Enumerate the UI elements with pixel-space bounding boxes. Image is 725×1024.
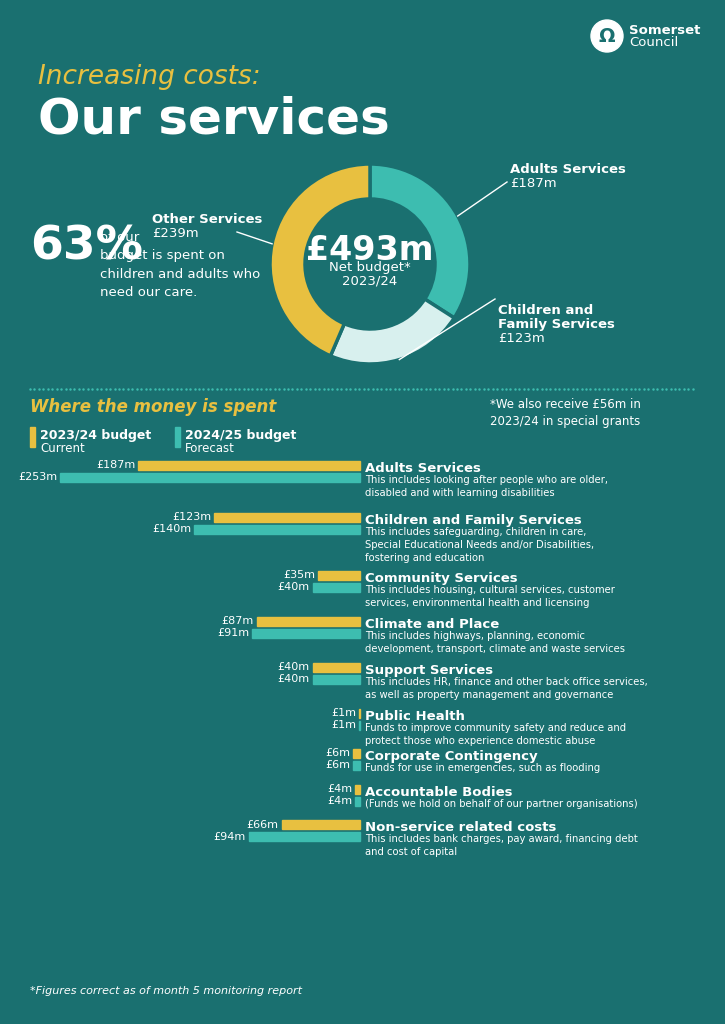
- Circle shape: [591, 20, 623, 52]
- Text: Where the money is spent: Where the money is spent: [30, 398, 276, 416]
- Text: £187m: £187m: [510, 177, 557, 190]
- Text: £40m: £40m: [278, 663, 310, 673]
- Text: Adults Services: Adults Services: [365, 462, 481, 475]
- Text: Accountable Bodies: Accountable Bodies: [365, 786, 513, 799]
- Text: £1m: £1m: [331, 721, 356, 730]
- Wedge shape: [331, 299, 455, 364]
- Text: Other Services: Other Services: [152, 213, 262, 226]
- Text: This includes bank charges, pay award, financing debt
and cost of capital: This includes bank charges, pay award, f…: [365, 834, 638, 857]
- Text: £40m: £40m: [278, 675, 310, 684]
- Bar: [312, 675, 360, 684]
- Text: This includes HR, finance and other back office services,
as well as property ma: This includes HR, finance and other back…: [365, 677, 647, 699]
- Text: £4m: £4m: [327, 797, 352, 807]
- Wedge shape: [370, 164, 470, 317]
- Text: Children and: Children and: [498, 304, 593, 317]
- Text: £35m: £35m: [283, 570, 315, 581]
- Bar: [257, 617, 360, 626]
- Text: £6m: £6m: [325, 749, 350, 759]
- Text: £123m: £123m: [498, 332, 544, 345]
- Text: Public Health: Public Health: [365, 710, 465, 723]
- Text: Council: Council: [629, 37, 679, 49]
- Bar: [355, 785, 360, 794]
- Text: 2023/24 budget: 2023/24 budget: [40, 429, 152, 442]
- Bar: [318, 571, 360, 580]
- Bar: [30, 427, 35, 447]
- Text: 63%: 63%: [30, 224, 143, 269]
- Bar: [60, 473, 360, 482]
- Text: Current: Current: [40, 442, 85, 455]
- Text: 2023/24: 2023/24: [342, 274, 397, 288]
- Text: £87m: £87m: [222, 616, 254, 627]
- Text: £187m: £187m: [96, 461, 136, 470]
- Text: £239m: £239m: [152, 227, 199, 240]
- Bar: [312, 583, 360, 592]
- Text: Family Services: Family Services: [498, 318, 615, 331]
- Text: *Figures correct as of month 5 monitoring report: *Figures correct as of month 5 monitorin…: [30, 986, 302, 996]
- Bar: [214, 513, 360, 522]
- Text: (Funds we hold on behalf of our partner organisations): (Funds we hold on behalf of our partner …: [365, 799, 637, 809]
- Text: Support Services: Support Services: [365, 664, 493, 677]
- Text: £91m: £91m: [217, 629, 249, 639]
- Text: Forecast: Forecast: [185, 442, 235, 455]
- Text: £6m: £6m: [325, 761, 350, 770]
- Text: Community Services: Community Services: [365, 572, 518, 585]
- Text: £40m: £40m: [278, 583, 310, 593]
- Bar: [194, 525, 360, 534]
- Text: £94m: £94m: [213, 831, 246, 842]
- Bar: [353, 761, 360, 770]
- Text: Children and Family Services: Children and Family Services: [365, 514, 581, 527]
- Text: Funds for use in emergencies, such as flooding: Funds for use in emergencies, such as fl…: [365, 763, 600, 773]
- Text: Somerset: Somerset: [629, 25, 700, 38]
- Bar: [175, 427, 180, 447]
- Text: £253m: £253m: [18, 472, 57, 482]
- Bar: [138, 461, 360, 470]
- Text: of our
budget is spent on
children and adults who
need our care.: of our budget is spent on children and a…: [100, 231, 260, 299]
- Text: Climate and Place: Climate and Place: [365, 618, 500, 631]
- Text: £493m: £493m: [306, 233, 434, 266]
- Text: This includes safeguarding, children in care,
Special Educational Needs and/or D: This includes safeguarding, children in …: [365, 527, 594, 562]
- Bar: [359, 709, 360, 718]
- Text: This includes highways, planning, economic
development, transport, climate and w: This includes highways, planning, econom…: [365, 631, 625, 653]
- Text: 2024/25 budget: 2024/25 budget: [185, 429, 297, 442]
- Bar: [355, 797, 360, 806]
- Bar: [353, 749, 360, 758]
- Text: £1m: £1m: [331, 709, 356, 719]
- Text: Corporate Contingency: Corporate Contingency: [365, 750, 538, 763]
- Bar: [249, 831, 360, 841]
- Text: Our services: Our services: [38, 96, 390, 144]
- Text: £123m: £123m: [172, 512, 211, 522]
- Text: This includes housing, cultural services, customer
services, environmental healt: This includes housing, cultural services…: [365, 585, 615, 608]
- Text: This includes looking after people who are older,
disabled and with learning dis: This includes looking after people who a…: [365, 475, 608, 498]
- Text: *We also receive £56m in
2023/24 in special grants: *We also receive £56m in 2023/24 in spec…: [490, 398, 641, 428]
- Text: £66m: £66m: [247, 819, 278, 829]
- Text: Net budget*: Net budget*: [329, 261, 411, 274]
- Bar: [252, 629, 360, 638]
- Text: Funds to improve community safety and reduce and
protect those who experience do: Funds to improve community safety and re…: [365, 723, 626, 745]
- Bar: [312, 663, 360, 672]
- Wedge shape: [270, 164, 370, 356]
- Text: Increasing costs:: Increasing costs:: [38, 63, 260, 90]
- Text: Adults Services: Adults Services: [510, 163, 626, 176]
- Text: £140m: £140m: [152, 524, 191, 535]
- Bar: [282, 820, 360, 829]
- Text: £4m: £4m: [327, 784, 352, 795]
- Bar: [359, 721, 360, 730]
- Text: Ω: Ω: [599, 27, 616, 45]
- Text: Non-service related costs: Non-service related costs: [365, 821, 556, 834]
